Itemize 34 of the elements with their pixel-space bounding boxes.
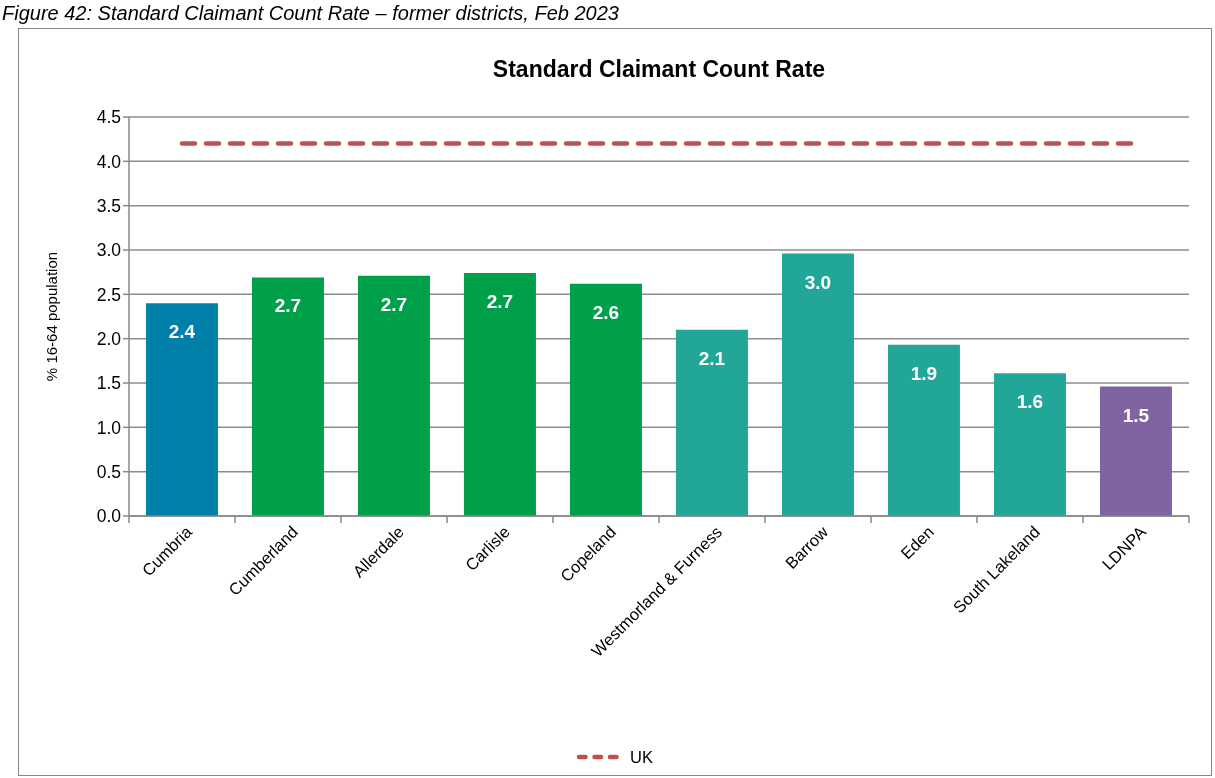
data-label: 1.5 bbox=[1122, 404, 1150, 426]
y-axis-title: % 16-64 population bbox=[43, 251, 61, 382]
bar bbox=[145, 303, 218, 516]
data-label: 1.6 bbox=[1016, 391, 1044, 413]
y-tick-label: 2.0 bbox=[96, 328, 122, 349]
data-label: 2.7 bbox=[274, 295, 302, 317]
bar bbox=[463, 273, 536, 516]
chart-title: Standard Claimant Count Rate bbox=[491, 56, 827, 83]
data-label: 2.1 bbox=[698, 347, 726, 369]
y-tick-label: 4.0 bbox=[96, 151, 122, 172]
bar bbox=[1099, 386, 1172, 516]
y-tick-label: 3.5 bbox=[96, 195, 121, 216]
bar bbox=[251, 277, 324, 516]
bar bbox=[887, 344, 960, 516]
y-tick-label: 4.5 bbox=[96, 107, 121, 128]
y-tick-label: 2.5 bbox=[96, 284, 121, 305]
caption: Figure 42: Standard Claimant Count Rate – former districts, Feb 2023 bbox=[2, 2, 619, 25]
y-tick-label: 1.0 bbox=[96, 417, 122, 438]
data-label: 2.7 bbox=[380, 293, 408, 315]
bar bbox=[993, 373, 1066, 516]
bar bbox=[675, 329, 748, 516]
data-label: 1.9 bbox=[910, 362, 938, 384]
data-label: 2.4 bbox=[168, 321, 196, 343]
data-label: 2.6 bbox=[592, 301, 620, 323]
y-tick-label: 3.0 bbox=[96, 240, 122, 261]
legend-label: UK bbox=[630, 747, 653, 767]
bar bbox=[781, 253, 854, 516]
data-label: 2.7 bbox=[486, 291, 514, 313]
bar bbox=[569, 283, 642, 516]
bar bbox=[357, 275, 430, 516]
data-label: 3.0 bbox=[804, 271, 832, 293]
y-tick-label: 1.5 bbox=[96, 373, 121, 394]
y-tick-label: 0.5 bbox=[96, 461, 121, 482]
y-tick-label: 0.0 bbox=[96, 506, 122, 527]
